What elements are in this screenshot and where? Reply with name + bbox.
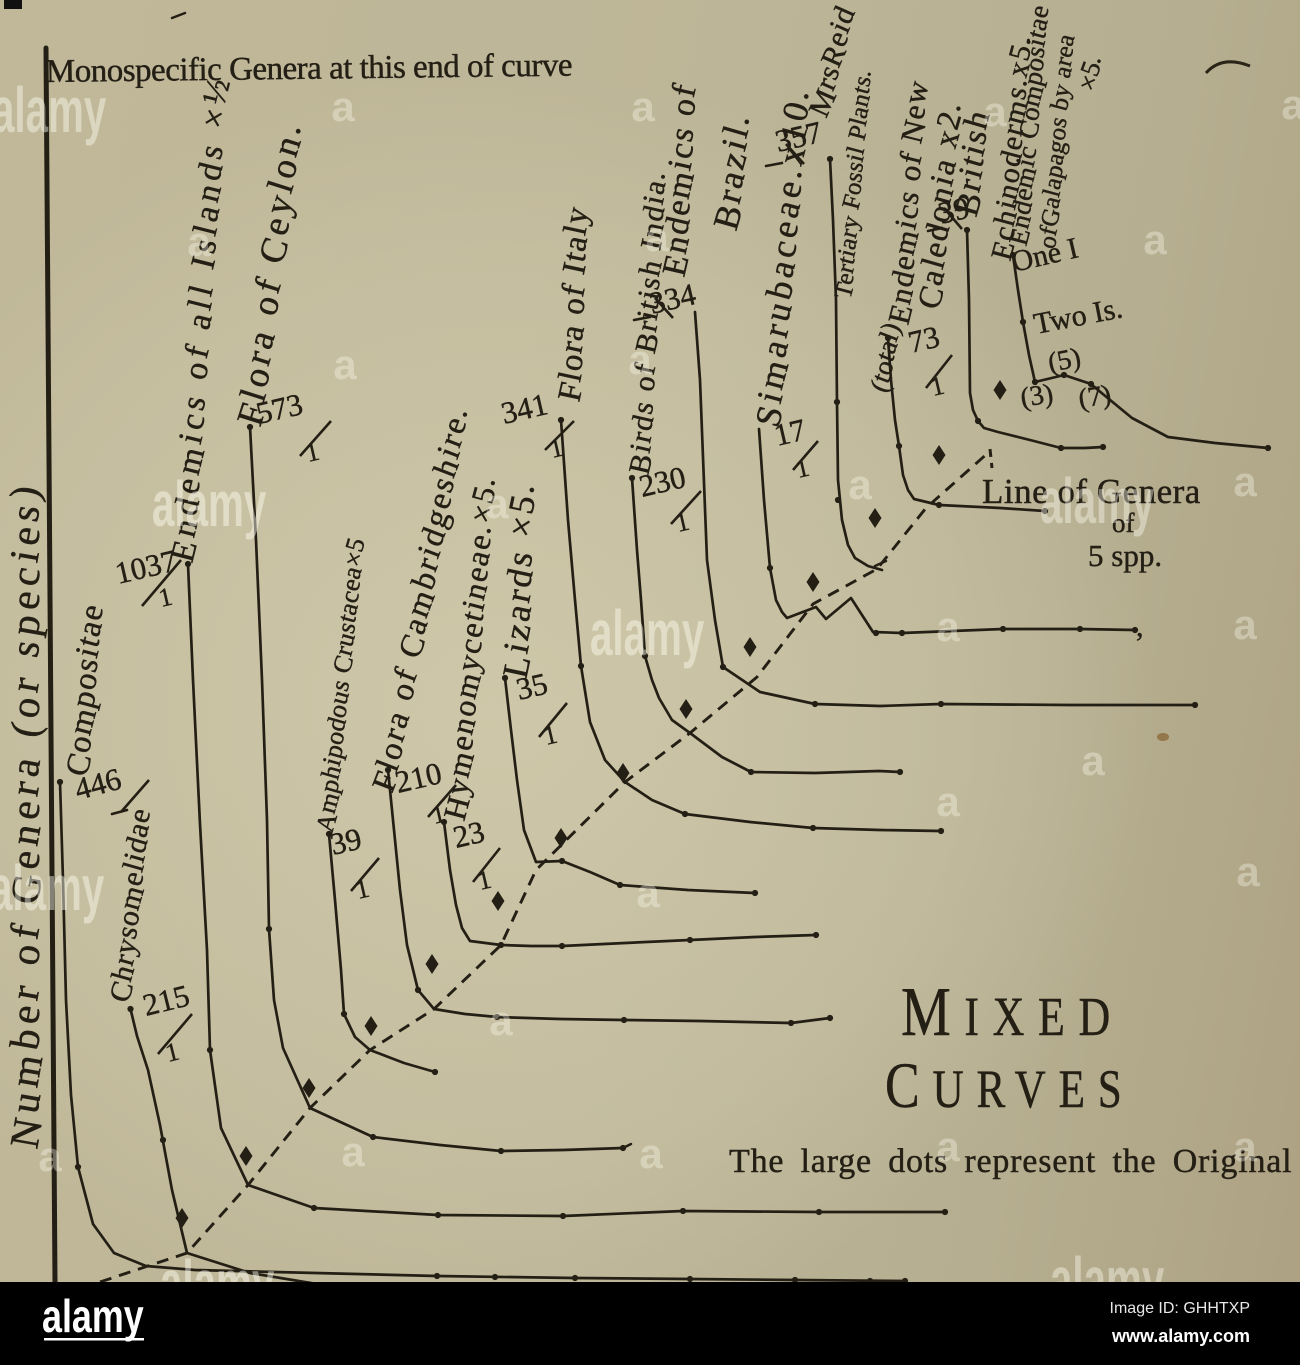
svg-text:Line of Genera: Line of Genera (982, 472, 1201, 511)
svg-text:a: a (1233, 1123, 1257, 1170)
svg-text:1: 1 (928, 371, 947, 402)
svg-text:17: 17 (771, 412, 809, 453)
svg-text:alamy: alamy (0, 854, 104, 925)
svg-text:a: a (1143, 216, 1167, 263)
svg-text:Chrysomelidae: Chrysomelidae (102, 803, 159, 1006)
svg-text:1: 1 (353, 874, 372, 905)
svg-text:a: a (936, 1123, 960, 1170)
svg-text:a: a (1233, 458, 1257, 505)
svg-text:MIXED: MIXED (901, 973, 1124, 1050)
svg-text:a: a (848, 461, 872, 508)
svg-text:alamy: alamy (42, 1291, 144, 1342)
svg-text:1: 1 (673, 507, 692, 538)
svg-text:a: a (38, 1133, 62, 1180)
svg-text:1: 1 (156, 582, 175, 613)
svg-text:a: a (331, 83, 355, 130)
svg-text:a: a (983, 88, 1007, 135)
svg-text:1: 1 (475, 865, 494, 896)
svg-text:(7): (7) (1076, 379, 1113, 415)
svg-text:a: a (1281, 81, 1300, 128)
svg-text:a: a (645, 213, 669, 260)
svg-text:23: 23 (450, 814, 488, 855)
svg-text:1: 1 (541, 720, 560, 751)
svg-text:alamy: alamy (152, 470, 266, 541)
svg-text:a: a (485, 480, 509, 527)
svg-text:a: a (628, 336, 652, 383)
svg-text:a: a (489, 997, 513, 1044)
svg-text:1: 1 (793, 453, 812, 484)
svg-text:Image ID: GHHTXP: Image ID: GHHTXP (1110, 1300, 1250, 1317)
svg-text:215: 215 (139, 978, 193, 1023)
svg-text:Two Is.: Two Is. (1031, 291, 1125, 340)
svg-text:CURVES: CURVES (885, 1050, 1135, 1122)
svg-text:Brazil.: Brazil. (705, 106, 762, 235)
svg-text:(5): (5) (1045, 342, 1083, 379)
svg-text:341: 341 (498, 386, 551, 431)
svg-text:Monospecific Genera at this en: Monospecific Genera at this end of curve (46, 48, 573, 90)
svg-text:The large dots represent the O: The large dots represent the Original (729, 1143, 1292, 1180)
svg-text:a: a (936, 778, 960, 825)
svg-text:www.alamy.com: www.alamy.com (1111, 1326, 1250, 1346)
svg-text:Flora of Ceylon.: Flora of Ceylon. (229, 114, 315, 432)
svg-text:a: a (333, 341, 357, 388)
svg-text:Flora of Italy: Flora of Italy (551, 202, 597, 404)
svg-text:,: , (1136, 610, 1144, 643)
svg-text:a: a (636, 869, 660, 916)
svg-text:alamy: alamy (1040, 467, 1154, 538)
svg-text:a: a (631, 83, 655, 130)
svg-text:1: 1 (303, 437, 322, 468)
svg-text:(total): (total) (863, 317, 909, 396)
svg-text:1: 1 (162, 1037, 182, 1068)
svg-text:35: 35 (513, 666, 551, 707)
svg-text:5 spp.: 5 spp. (1088, 538, 1162, 573)
svg-text:alamy: alamy (0, 76, 106, 147)
svg-text:a: a (1081, 737, 1105, 784)
svg-text:Amphipodous Crustacea×5: Amphipodous Crustacea×5 (309, 534, 372, 836)
svg-text:of: of (1112, 508, 1135, 538)
svg-text:a: a (187, 218, 211, 265)
svg-text:alamy: alamy (590, 599, 704, 670)
svg-text:Number of Genera (or species): Number of Genera (or species) (1, 477, 53, 1152)
svg-text:(3): (3) (1018, 378, 1055, 414)
svg-text:a: a (341, 1128, 365, 1175)
svg-text:a: a (936, 603, 960, 650)
svg-text:a: a (639, 1130, 663, 1177)
svg-text:1037: 1037 (112, 543, 180, 591)
svg-text:39: 39 (327, 821, 365, 862)
svg-text:a: a (1233, 601, 1257, 648)
svg-text:Compositae: Compositae (58, 599, 114, 781)
svg-text:a: a (1236, 848, 1260, 895)
svg-text:39: 39 (935, 190, 973, 231)
svg-text:73: 73 (905, 319, 943, 360)
